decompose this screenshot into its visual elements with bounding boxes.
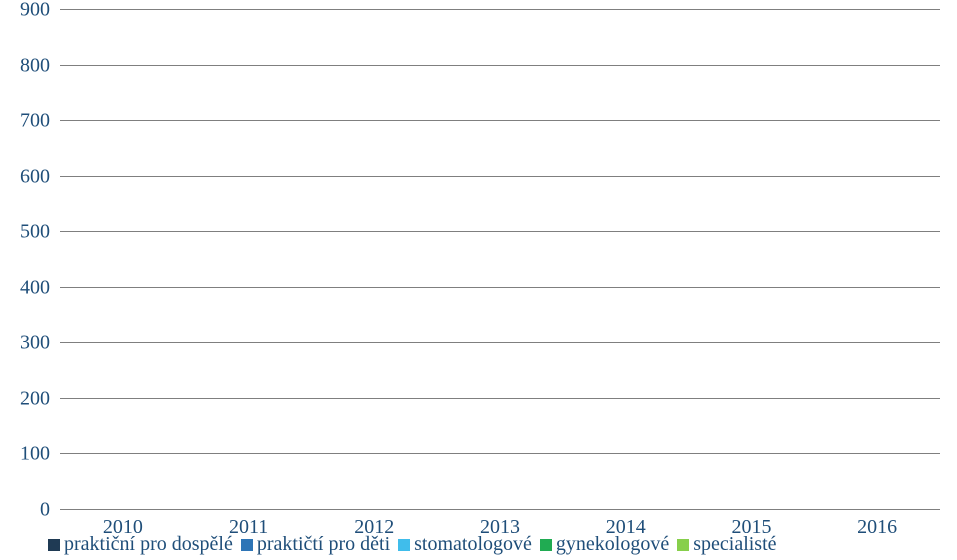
y-axis-label: 200 bbox=[20, 387, 60, 410]
legend-label: specialisté bbox=[693, 533, 776, 556]
bar-slot: 2015 bbox=[689, 10, 815, 510]
bar-slot: 2012 bbox=[311, 10, 437, 510]
legend-label: stomatologové bbox=[414, 533, 532, 556]
bar-slot: 2011 bbox=[186, 10, 312, 510]
y-axis-label: 0 bbox=[40, 499, 60, 522]
legend-label: praktiční pro dospělé bbox=[64, 533, 233, 556]
legend-swatch bbox=[241, 539, 253, 551]
stacked-bar-chart: 2010201120122013201420152016 0 100 200 300 4… bbox=[0, 0, 957, 560]
grid-line bbox=[60, 453, 940, 454]
legend-item-specialiste: specialisté bbox=[677, 533, 776, 556]
grid-line bbox=[60, 398, 940, 399]
grid-line bbox=[60, 509, 940, 510]
plot-area: 2010201120122013201420152016 01002003004… bbox=[60, 10, 940, 510]
legend-swatch bbox=[677, 539, 689, 551]
y-axis-label: 800 bbox=[20, 54, 60, 77]
grid-line bbox=[60, 176, 940, 177]
legend-label: gynekologové bbox=[556, 533, 669, 556]
y-axis-label: 100 bbox=[20, 443, 60, 466]
legend: praktiční pro dospělé praktičtí pro děti s… bbox=[48, 533, 940, 556]
grid-line bbox=[60, 342, 940, 343]
y-axis-label: 700 bbox=[20, 110, 60, 133]
legend-item-gynekologove: gynekologové bbox=[540, 533, 669, 556]
bar-slot: 2013 bbox=[437, 10, 563, 510]
grid-line bbox=[60, 120, 940, 121]
grid-line bbox=[60, 9, 940, 10]
grid-line bbox=[60, 287, 940, 288]
y-axis-label: 300 bbox=[20, 332, 60, 355]
y-axis-label: 600 bbox=[20, 165, 60, 188]
bar-slot: 2016 bbox=[814, 10, 940, 510]
grid-line bbox=[60, 231, 940, 232]
legend-swatch bbox=[540, 539, 552, 551]
legend-item-prakticti_pro_deti: praktičtí pro děti bbox=[241, 533, 390, 556]
legend-item-stomatologove: stomatologové bbox=[398, 533, 532, 556]
bar-slot: 2014 bbox=[563, 10, 689, 510]
legend-swatch bbox=[398, 539, 410, 551]
grid-line bbox=[60, 65, 940, 66]
y-axis-label: 400 bbox=[20, 276, 60, 299]
legend-item-prakticni_pro_dospele: praktiční pro dospělé bbox=[48, 533, 233, 556]
legend-swatch bbox=[48, 539, 60, 551]
y-axis-label: 900 bbox=[20, 0, 60, 22]
bar-slot: 2010 bbox=[60, 10, 186, 510]
bars-region: 2010201120122013201420152016 bbox=[60, 10, 940, 510]
legend-label: praktičtí pro děti bbox=[257, 533, 390, 556]
y-axis-label: 500 bbox=[20, 221, 60, 244]
